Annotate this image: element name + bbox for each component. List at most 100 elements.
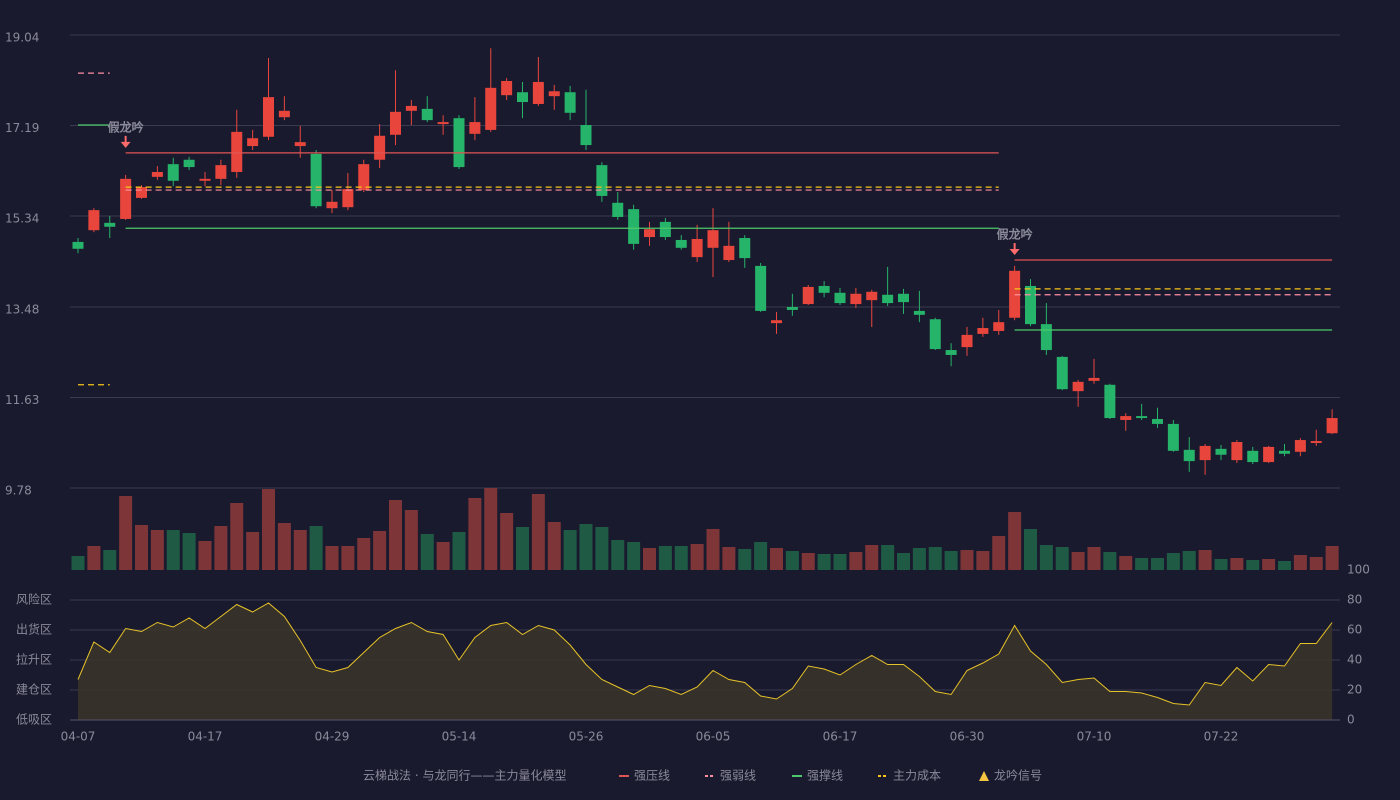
candle-body bbox=[1326, 418, 1338, 434]
candle-body bbox=[485, 87, 497, 130]
candle-body bbox=[263, 97, 274, 137]
candle-body bbox=[453, 118, 465, 168]
volume-bar bbox=[944, 551, 958, 570]
candle-body bbox=[1199, 445, 1211, 461]
volume-bar bbox=[1008, 512, 1022, 570]
volume-bar bbox=[389, 500, 402, 570]
volume-bar bbox=[500, 513, 514, 570]
volume-bar bbox=[1166, 553, 1180, 570]
volume-bar bbox=[166, 530, 180, 570]
volume-bar bbox=[928, 547, 942, 570]
signal-arrow bbox=[120, 141, 131, 148]
volume-bar bbox=[1214, 559, 1228, 570]
volume-bar bbox=[992, 536, 1006, 570]
volume-bar bbox=[103, 550, 117, 570]
candle-body bbox=[628, 209, 640, 244]
volume-bar bbox=[897, 553, 910, 570]
volume-bar bbox=[309, 526, 323, 570]
candle-body bbox=[278, 110, 290, 118]
x-tick-label: 04-17 bbox=[188, 730, 223, 744]
volume-bar bbox=[516, 527, 529, 570]
candle-body bbox=[136, 187, 147, 198]
volume-bar bbox=[1198, 550, 1212, 570]
legend-title: 云梯战法 · 与龙同行——主力量化模型 bbox=[363, 769, 566, 783]
y-tick-label: 19.04 bbox=[5, 31, 39, 45]
candle-body bbox=[199, 178, 211, 181]
volume-bar bbox=[135, 525, 148, 570]
y-tick-label: 13.48 bbox=[5, 302, 39, 316]
volume-bar bbox=[420, 534, 434, 570]
candle-body bbox=[786, 306, 798, 310]
candle-body bbox=[564, 92, 576, 113]
volume-bar bbox=[325, 546, 339, 570]
volume-bar bbox=[770, 548, 783, 570]
candle-body bbox=[802, 286, 814, 305]
x-tick-label: 04-07 bbox=[61, 730, 96, 744]
candle-body bbox=[183, 159, 195, 168]
volume-bar bbox=[738, 549, 752, 570]
x-tick-label: 06-05 bbox=[696, 730, 731, 744]
candle-body bbox=[644, 229, 655, 238]
volume-bar bbox=[833, 554, 847, 570]
indicator-tick-label: 40 bbox=[1347, 653, 1362, 667]
candle-body bbox=[1263, 446, 1275, 463]
volume-bar bbox=[1309, 557, 1323, 570]
candle-body bbox=[612, 202, 624, 217]
x-tick-label: 07-22 bbox=[1204, 730, 1239, 744]
volume-bar bbox=[262, 489, 275, 570]
volume-bar bbox=[547, 522, 561, 570]
candle-body bbox=[1025, 285, 1036, 325]
x-tick-label: 06-30 bbox=[950, 730, 985, 744]
y-tick-label: 11.63 bbox=[5, 393, 39, 407]
x-tick-label: 07-10 bbox=[1077, 730, 1112, 744]
volume-bar bbox=[198, 541, 212, 570]
volume-bar bbox=[293, 530, 307, 570]
candle-body bbox=[532, 81, 544, 104]
candle-body bbox=[977, 328, 989, 334]
candle-body bbox=[1167, 423, 1179, 451]
zone-label: 建仓区 bbox=[16, 683, 52, 697]
candle-body bbox=[72, 241, 84, 249]
candle-body bbox=[517, 92, 528, 103]
volume-bar bbox=[865, 545, 879, 570]
volume-bar bbox=[1182, 551, 1196, 570]
y-tick-label: 17.19 bbox=[5, 121, 39, 135]
candle-body bbox=[850, 293, 862, 305]
candle-body bbox=[659, 221, 671, 238]
candle-body bbox=[1247, 450, 1259, 463]
candle-body bbox=[755, 265, 767, 311]
volume-bar bbox=[1135, 558, 1149, 570]
candle-body bbox=[1136, 416, 1148, 419]
volume-bar bbox=[1151, 558, 1164, 570]
volume-bar bbox=[627, 542, 641, 570]
candle-body bbox=[929, 319, 941, 350]
legend-label: 强弱线 bbox=[720, 769, 756, 783]
candle-body bbox=[1152, 419, 1163, 424]
candle-body bbox=[834, 292, 846, 304]
volume-bar bbox=[912, 548, 926, 570]
candle-body bbox=[231, 131, 243, 172]
volume-bar bbox=[1119, 556, 1133, 570]
candle-body bbox=[898, 293, 909, 303]
volume-bar bbox=[960, 550, 974, 570]
legend-swatch bbox=[979, 771, 989, 781]
volume-bar bbox=[1325, 546, 1339, 570]
candle-body bbox=[707, 230, 719, 248]
volume-bar bbox=[658, 546, 672, 570]
candle-body bbox=[913, 310, 925, 315]
candle-body bbox=[818, 285, 830, 293]
candle-body bbox=[1310, 441, 1322, 443]
volume-bar bbox=[849, 552, 863, 570]
volume-bar bbox=[817, 554, 831, 570]
candle-body bbox=[437, 122, 449, 125]
volume-bar bbox=[1039, 545, 1053, 570]
x-tick-label: 06-17 bbox=[823, 730, 858, 744]
candle-body bbox=[1104, 384, 1116, 419]
volume-bar bbox=[119, 496, 133, 570]
candle-body bbox=[342, 189, 354, 208]
volume-bar bbox=[579, 524, 593, 570]
volume-bar bbox=[722, 547, 736, 570]
candle-body bbox=[1279, 450, 1290, 454]
candle-body bbox=[247, 138, 259, 147]
candle-body bbox=[374, 135, 386, 160]
